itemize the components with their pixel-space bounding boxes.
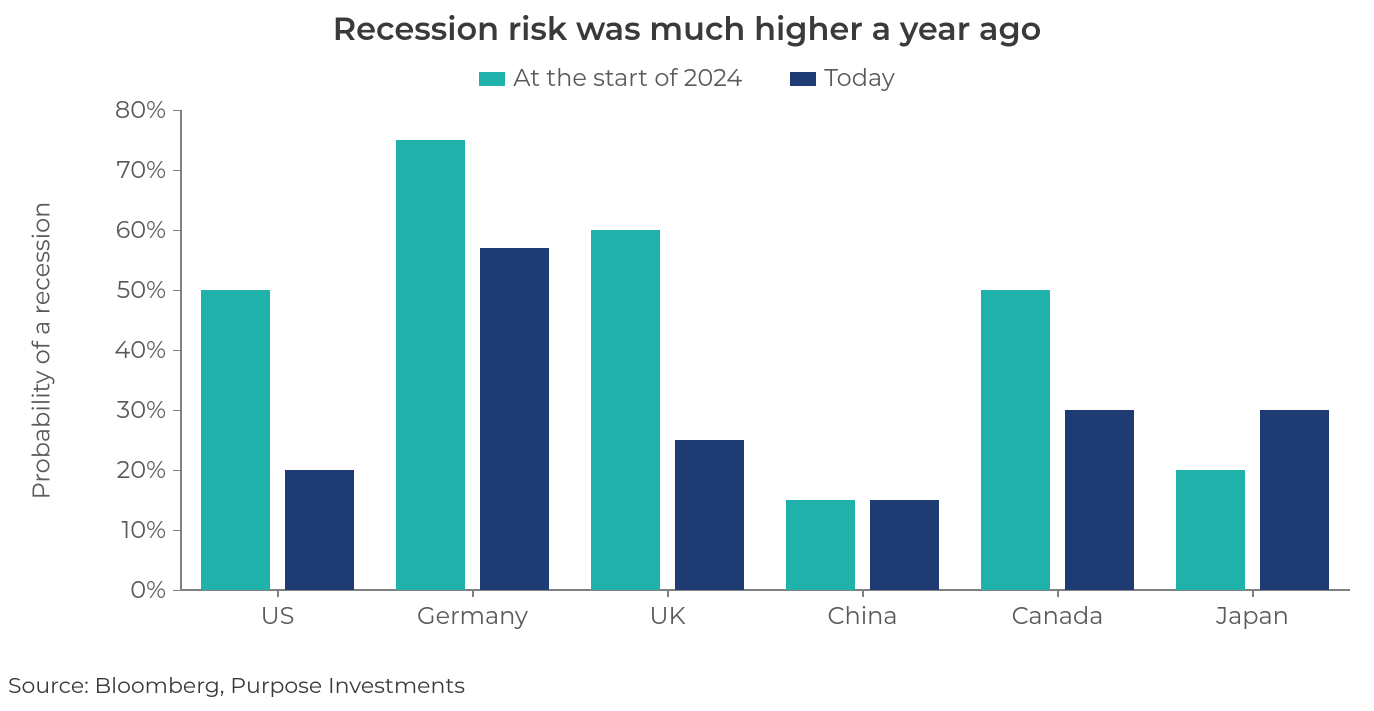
source-text: Source: Bloomberg, Purpose Investments <box>8 672 465 699</box>
x-tickmark <box>472 590 474 597</box>
bar <box>480 248 549 590</box>
x-tickmark <box>277 590 279 597</box>
y-tick-label: 40% <box>96 336 166 365</box>
y-tick-label: 20% <box>96 456 166 485</box>
x-tick-label: China <box>763 602 963 631</box>
legend-swatch <box>790 72 816 86</box>
x-tick-label: Canada <box>958 602 1158 631</box>
y-tick-label: 10% <box>96 516 166 545</box>
x-tickmark <box>862 590 864 597</box>
y-tickmark <box>173 290 180 292</box>
y-tickmark <box>173 170 180 172</box>
legend-swatch <box>479 72 505 86</box>
legend-item: Today <box>790 64 894 93</box>
x-tickmark <box>1057 590 1059 597</box>
y-tickmark <box>173 530 180 532</box>
x-tickmark <box>667 590 669 597</box>
y-axis-line <box>180 110 182 590</box>
chart-title: Recession risk was much higher a year ag… <box>0 10 1374 49</box>
y-axis-title: Probability of a recession <box>28 111 57 591</box>
legend-label: At the start of 2024 <box>513 64 742 93</box>
bar <box>285 470 354 590</box>
bar <box>1065 410 1134 590</box>
y-tick-label: 30% <box>96 396 166 425</box>
y-tickmark <box>173 110 180 112</box>
y-tick-label: 50% <box>96 276 166 305</box>
chart-container: Recession risk was much higher a year ag… <box>0 0 1374 711</box>
bar <box>1260 410 1329 590</box>
bar <box>591 230 660 590</box>
y-tickmark <box>173 350 180 352</box>
x-tick-label: UK <box>568 602 768 631</box>
legend: At the start of 2024 Today <box>0 64 1374 93</box>
y-tickmark <box>173 230 180 232</box>
y-tickmark <box>173 590 180 592</box>
y-tick-label: 0% <box>96 576 166 605</box>
plot-area: 0%10%20%30%40%50%60%70%80%USGermanyUKChi… <box>180 110 1350 590</box>
y-tickmark <box>173 470 180 472</box>
bar <box>786 500 855 590</box>
bar <box>201 290 270 590</box>
y-tick-label: 80% <box>96 96 166 125</box>
x-axis-line <box>180 589 1350 591</box>
y-tickmark <box>173 410 180 412</box>
bar <box>396 140 465 590</box>
y-tick-label: 70% <box>96 156 166 185</box>
bar <box>981 290 1050 590</box>
x-tickmark <box>1252 590 1254 597</box>
bar <box>1176 470 1245 590</box>
y-tick-label: 60% <box>96 216 166 245</box>
bar <box>870 500 939 590</box>
bar <box>675 440 744 590</box>
x-tick-label: US <box>178 602 378 631</box>
legend-item: At the start of 2024 <box>479 64 742 93</box>
legend-label: Today <box>824 64 894 93</box>
x-tick-label: Japan <box>1153 602 1353 631</box>
x-tick-label: Germany <box>373 602 573 631</box>
